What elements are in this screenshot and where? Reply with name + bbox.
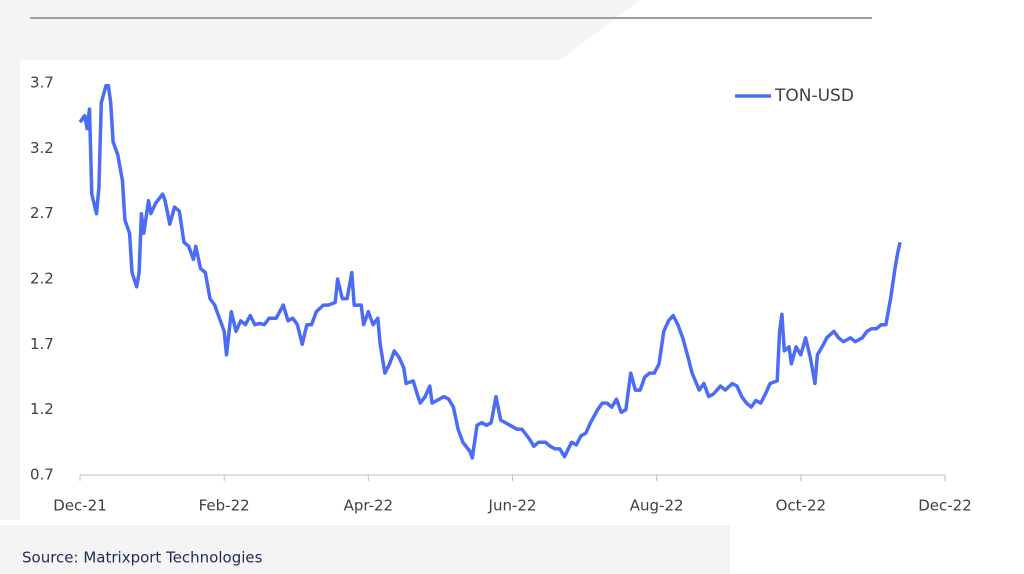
- x-tick-label: Apr-22: [344, 497, 394, 515]
- x-tick-label: Feb-22: [199, 497, 250, 515]
- x-tick-label: Aug-22: [630, 497, 684, 515]
- x-tick-label: Oct-22: [776, 497, 826, 515]
- background-shape: [0, 60, 20, 520]
- y-tick-label: 1.2: [30, 400, 54, 418]
- x-tick-label: Jun-22: [488, 497, 537, 515]
- legend-text: TON-USD: [774, 86, 854, 106]
- y-tick-label: 1.7: [30, 335, 54, 353]
- source-note: Source: Matrixport Technologies: [22, 549, 263, 567]
- line-series: [78, 83, 902, 460]
- y-tick-label: 3.7: [30, 74, 54, 92]
- y-tick-label: 2.7: [30, 204, 54, 222]
- x-tick-label: Dec-21: [53, 497, 107, 515]
- background-shape: [0, 0, 640, 60]
- y-tick-label: 0.7: [30, 466, 54, 484]
- y-tick-label: 2.2: [30, 270, 54, 288]
- background-shape: [0, 525, 730, 574]
- x-tick-label: Dec-22: [918, 497, 972, 515]
- y-tick-label: 3.2: [30, 139, 54, 157]
